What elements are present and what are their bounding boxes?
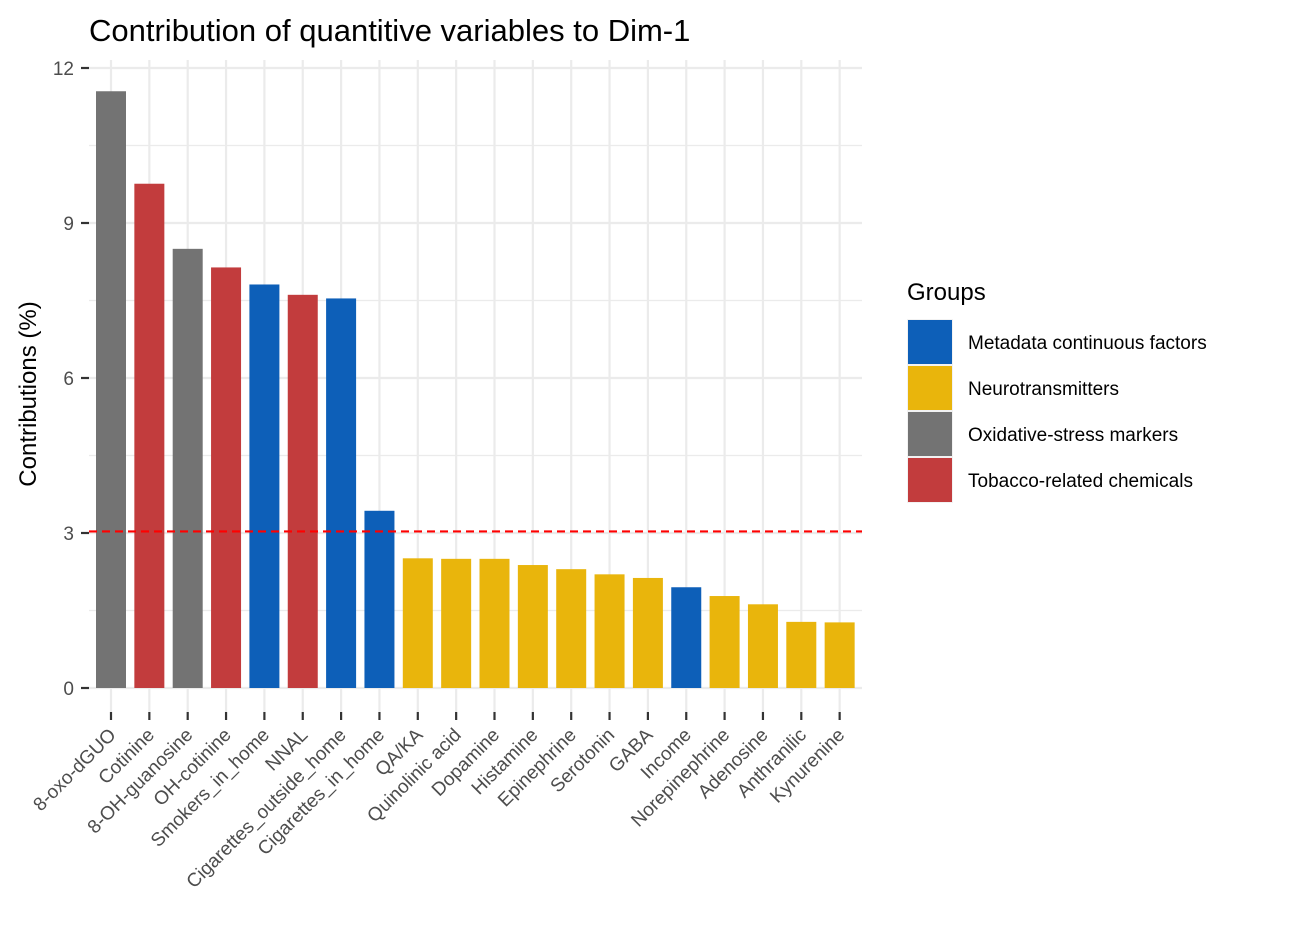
bar <box>556 569 587 688</box>
y-tick-label: 6 <box>63 369 74 390</box>
y-tick-label: 0 <box>63 679 74 700</box>
legend: Metadata continuous factors Neurotransmit… <box>907 319 1207 503</box>
bar <box>786 621 817 688</box>
legend-label: Neurotransmitters <box>968 379 1119 400</box>
x-axis: 8-oxo-dGUOCotinine8-OH-guanosineOH-cotin… <box>30 712 849 893</box>
bar <box>594 574 625 688</box>
chart-title: Contribution of quantitive variables to … <box>89 13 690 48</box>
bar <box>632 577 663 688</box>
y-tick-label: 12 <box>53 59 74 80</box>
legend-swatch <box>908 320 952 364</box>
y-axis-label: Contributions (%) <box>15 301 42 486</box>
bar <box>134 183 165 688</box>
bar <box>671 587 702 688</box>
legend-label: Metadata continuous factors <box>968 333 1207 354</box>
bar <box>287 294 318 688</box>
legend-swatch <box>908 412 952 456</box>
bar <box>211 267 242 688</box>
bar <box>96 91 126 688</box>
legend-title: Groups <box>907 279 986 306</box>
bar <box>824 622 855 688</box>
y-tick-label: 3 <box>63 524 74 545</box>
legend-swatch <box>908 458 952 502</box>
legend-label: Tobacco-related chemicals <box>968 471 1193 492</box>
y-tick-label: 9 <box>63 214 74 235</box>
bar <box>747 604 778 688</box>
legend-swatch <box>908 366 952 410</box>
bars <box>96 91 855 689</box>
bar <box>479 558 510 688</box>
bar <box>517 565 548 688</box>
plot-panel <box>89 60 862 712</box>
legend-label: Oxidative-stress markers <box>968 425 1178 446</box>
bar <box>172 248 203 689</box>
bar <box>709 596 740 688</box>
bar <box>402 558 433 688</box>
y-axis: 0 3 6 9 12 <box>53 59 89 700</box>
bar <box>364 510 395 688</box>
bar <box>249 284 280 688</box>
bar <box>326 298 357 688</box>
bar <box>441 558 472 688</box>
